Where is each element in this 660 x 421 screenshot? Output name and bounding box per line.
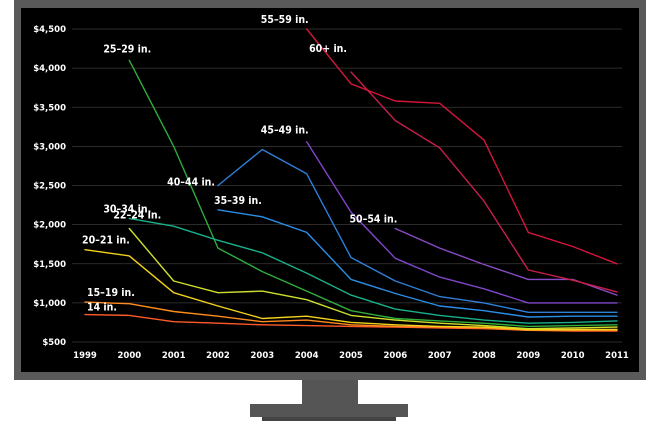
x-tick-label: 2003 [250, 351, 274, 361]
series-label: 14 in. [87, 302, 117, 314]
y-tick-label: $1,000 [33, 299, 66, 309]
series-line [84, 301, 618, 331]
series-line [128, 227, 618, 330]
series-label: 60+ in. [309, 43, 347, 55]
y-tick-label: $2,500 [33, 182, 66, 192]
x-axis-ticks: 1999 2000 2001 2002 2003 2004 2005 2006 2007 2008… [73, 351, 629, 361]
series-labels: 14 in. 15–19 in. 20–21 in. 22–24 in. 25–29 i… [82, 14, 397, 314]
series-label: 50–54 in. [349, 214, 397, 226]
monitor-neck [302, 380, 358, 404]
x-tick-label: 2011 [605, 351, 629, 361]
y-tick-label: $3,500 [33, 103, 66, 113]
series-label: 55–59 in. [261, 14, 309, 26]
series-line [350, 71, 618, 293]
x-tick-label: 2009 [516, 351, 540, 361]
series-label: 30–34 in. [103, 203, 151, 215]
y-axis-ticks: $4,500 $4,000 $3,500 $3,000 $2,500 $2,000 $1,5… [33, 25, 66, 348]
x-tick-label: 1999 [73, 351, 97, 361]
series-line [128, 59, 618, 328]
y-tick-label: $4,000 [33, 64, 66, 74]
series-label: 40–44 in. [167, 177, 215, 189]
series-label: 45–49 in. [261, 125, 309, 137]
monitor-stand-base [250, 404, 408, 417]
series-line [217, 148, 618, 313]
x-tick-label: 2004 [295, 351, 319, 361]
series-line [306, 28, 618, 265]
series-line [128, 217, 618, 324]
series-line [217, 209, 618, 318]
series-label: 25–29 in. [103, 43, 151, 55]
series-lines [84, 28, 618, 332]
y-tick-label: $1,500 [33, 260, 66, 270]
x-tick-label: 2002 [206, 351, 230, 361]
series-label: 15–19 in. [87, 287, 135, 299]
y-tick-label: $4,500 [33, 25, 66, 35]
x-tick-label: 2010 [561, 351, 585, 361]
y-tick-label: $2,000 [33, 221, 66, 231]
x-tick-label: 2008 [472, 351, 496, 361]
monitor-stand-foot [262, 417, 396, 421]
y-tick-label: $3,000 [33, 142, 66, 152]
monitor-screen [21, 8, 639, 372]
grid-lines [72, 28, 622, 343]
x-tick-label: 2007 [428, 351, 452, 361]
x-tick-label: 2006 [383, 351, 407, 361]
x-tick-label: 2000 [117, 351, 141, 361]
x-tick-label: 2001 [162, 351, 186, 361]
series-label: 22–24 in. [113, 210, 161, 222]
x-tick-label: 2005 [339, 351, 363, 361]
series-line [84, 248, 618, 331]
series-label: 20–21 in. [82, 235, 130, 247]
y-tick-label: $500 [42, 338, 66, 348]
series-line [306, 140, 618, 304]
series-label: 35–39 in. [214, 195, 262, 207]
